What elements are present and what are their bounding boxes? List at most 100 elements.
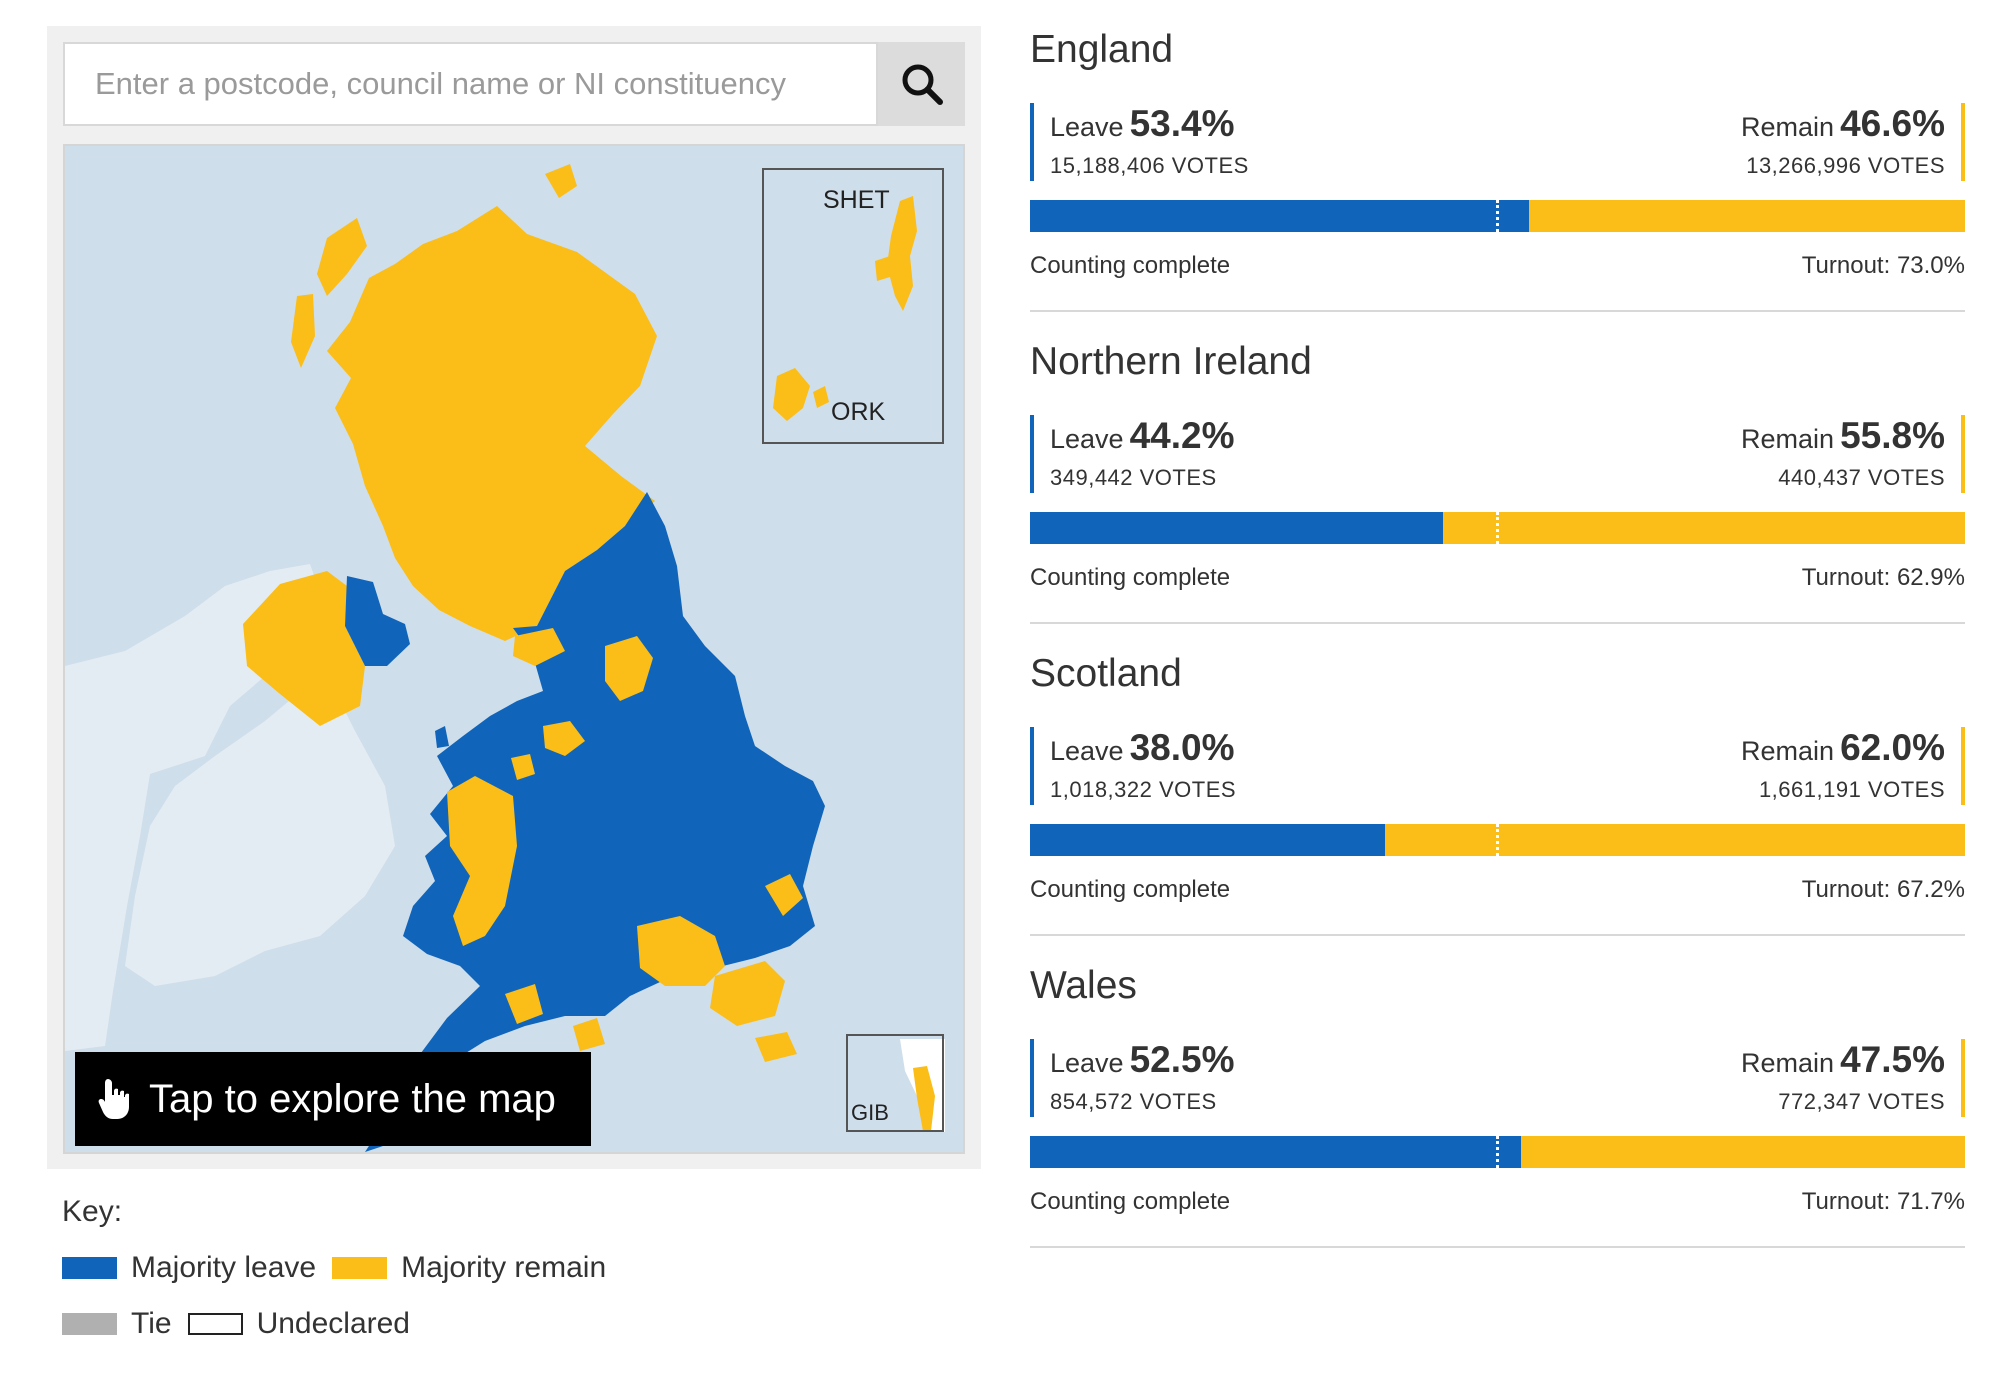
- nation-title: Scotland: [1030, 652, 1182, 695]
- count-status: Counting complete: [1030, 876, 1231, 903]
- leave-percentage: 44.2%: [1129, 415, 1235, 456]
- england-wales-leave: [365, 492, 825, 1152]
- remain-percentage: 46.6%: [1840, 103, 1945, 144]
- leave-votes: 854,572 VOTES: [1050, 1089, 1217, 1114]
- majority-line: [1496, 200, 1499, 232]
- northern-ireland-leave: [345, 576, 410, 666]
- count-status: Counting complete: [1030, 564, 1231, 591]
- result-wales: Wales Leave 52.5% 854,572 VOTES Remain 47.…: [1030, 936, 1965, 1248]
- remain-bristol: [573, 1018, 605, 1051]
- remain-label: Remain: [1741, 736, 1835, 766]
- leave-percentage: 38.0%: [1129, 727, 1235, 768]
- shetland-orkney-inset: [762, 168, 944, 444]
- leave-swatch: [62, 1257, 117, 1279]
- search-button[interactable]: [878, 42, 965, 126]
- turnout: Turnout: 73.0%: [1801, 252, 1965, 279]
- leave-percentage: 53.4%: [1129, 103, 1235, 144]
- results-map[interactable]: SHET ORK GIB Tap to explore the map: [63, 144, 965, 1154]
- hebrides-south: [291, 294, 315, 368]
- uk-map[interactable]: [65, 146, 963, 1152]
- orkney-islands-east: [813, 386, 829, 408]
- remain-leeds-york: [605, 636, 653, 701]
- remain-oxford: [637, 916, 725, 986]
- key-label-leave: Majority leave: [131, 1251, 317, 1284]
- remain-votes: 1,661,191 VOTES: [1758, 777, 1945, 802]
- inset-label-gibraltar: GIB: [851, 1100, 889, 1125]
- nation-title: England: [1030, 28, 1174, 71]
- ireland-land: [65, 564, 323, 1051]
- key-label-undeclared: Undeclared: [256, 1307, 410, 1340]
- explore-map-button[interactable]: Tap to explore the map: [75, 1052, 591, 1146]
- remain-london: [710, 961, 785, 1026]
- leave-percentage: 52.5%: [1129, 1039, 1235, 1080]
- majority-line: [1496, 1136, 1499, 1168]
- remain-newcastle: [513, 628, 565, 666]
- result-england: England Leave 53.4% 15,188,406 VOTES Rema…: [1030, 0, 1965, 312]
- scotland-remain: [327, 206, 657, 641]
- undeclared-swatch: [187, 1313, 243, 1335]
- majority-line: [1496, 824, 1499, 856]
- orkney-islands: [773, 368, 810, 421]
- turnout: Turnout: 62.9%: [1801, 564, 1965, 591]
- remain-label: Remain: [1741, 424, 1835, 454]
- leave-result: Leave 38.0% 1,018,322 VOTES: [1030, 727, 1236, 805]
- shetland-islands: [887, 196, 917, 311]
- leave-votes: 15,188,406 VOTES: [1050, 153, 1249, 178]
- explore-map-label: Tap to explore the map: [149, 1076, 556, 1121]
- vote-share-bar: [1030, 1136, 1965, 1168]
- leave-label: Leave: [1050, 736, 1124, 766]
- count-status: Counting complete: [1030, 1188, 1231, 1215]
- leave-votes: 349,442 VOTES: [1050, 465, 1217, 490]
- leave-share-fill: [1030, 824, 1386, 856]
- leave-label: Leave: [1050, 112, 1124, 142]
- key-label-remain: Majority remain: [401, 1251, 607, 1284]
- remain-cardiff: [505, 984, 543, 1024]
- search-bar: [63, 42, 965, 126]
- results-list: England Leave 53.4% 15,188,406 VOTES Rema…: [1030, 0, 1965, 1248]
- leave-result: Leave 53.4% 15,188,406 VOTES: [1030, 103, 1249, 181]
- leave-share-fill: [1030, 200, 1530, 232]
- search-input[interactable]: [63, 42, 878, 126]
- remain-result: Remain 55.8% 440,437 VOTES: [1741, 415, 1965, 493]
- remain-votes: 772,347 VOTES: [1778, 1089, 1945, 1114]
- leave-share-fill: [1030, 512, 1444, 544]
- leave-result: Leave 44.2% 349,442 VOTES: [1030, 415, 1235, 493]
- remain-percentage: 62.0%: [1840, 727, 1945, 768]
- remain-votes: 440,437 VOTES: [1778, 465, 1945, 490]
- ireland-west: [125, 671, 395, 986]
- remain-label: Remain: [1741, 1048, 1835, 1078]
- nation-title: Wales: [1030, 964, 1137, 1007]
- nation-title: Northern Ireland: [1030, 340, 1312, 383]
- map-key: Key: Majority leave Majority remain Tie …: [62, 1195, 622, 1341]
- remain-result: Remain 46.6% 13,266,996 VOTES: [1741, 103, 1965, 181]
- leave-result: Leave 52.5% 854,572 VOTES: [1030, 1039, 1235, 1117]
- leave-label: Leave: [1050, 424, 1124, 454]
- caithness: [545, 164, 577, 198]
- remain-manchester: [543, 721, 585, 756]
- turnout: Turnout: 71.7%: [1801, 1188, 1965, 1215]
- vote-share-bar: [1030, 200, 1965, 232]
- remain-cambridge: [765, 874, 803, 916]
- gibraltar-remain: [913, 1066, 935, 1131]
- majority-line: [1496, 512, 1499, 544]
- result-northern-ireland: Northern Ireland Leave 44.2% 349,442 VOTE…: [1030, 312, 1965, 624]
- gibraltar-inset: [846, 1034, 944, 1132]
- isle-of-man: [435, 726, 449, 748]
- vote-share-bar: [1030, 512, 1965, 544]
- key-title: Key:: [62, 1195, 123, 1228]
- result-scotland: Scotland Leave 38.0% 1,018,322 VOTES Rema…: [1030, 624, 1965, 936]
- tie-swatch: [62, 1313, 117, 1335]
- key-row-1: Majority leave Majority remain: [62, 1251, 622, 1285]
- shetland-islands-west: [875, 256, 893, 281]
- search-icon: [902, 64, 943, 105]
- key-row-2: Tie Undeclared: [62, 1307, 622, 1341]
- count-status: Counting complete: [1030, 252, 1231, 279]
- remain-wales-west: [447, 776, 517, 946]
- map-panel: SHET ORK GIB Tap to explore the map: [47, 26, 981, 1169]
- leave-votes: 1,018,322 VOTES: [1050, 777, 1237, 802]
- remain-percentage: 47.5%: [1840, 1039, 1945, 1080]
- remain-label: Remain: [1741, 112, 1835, 142]
- remain-votes: 13,266,996 VOTES: [1746, 153, 1945, 178]
- remain-percentage: 55.8%: [1840, 415, 1945, 456]
- remain-result: Remain 47.5% 772,347 VOTES: [1741, 1039, 1965, 1117]
